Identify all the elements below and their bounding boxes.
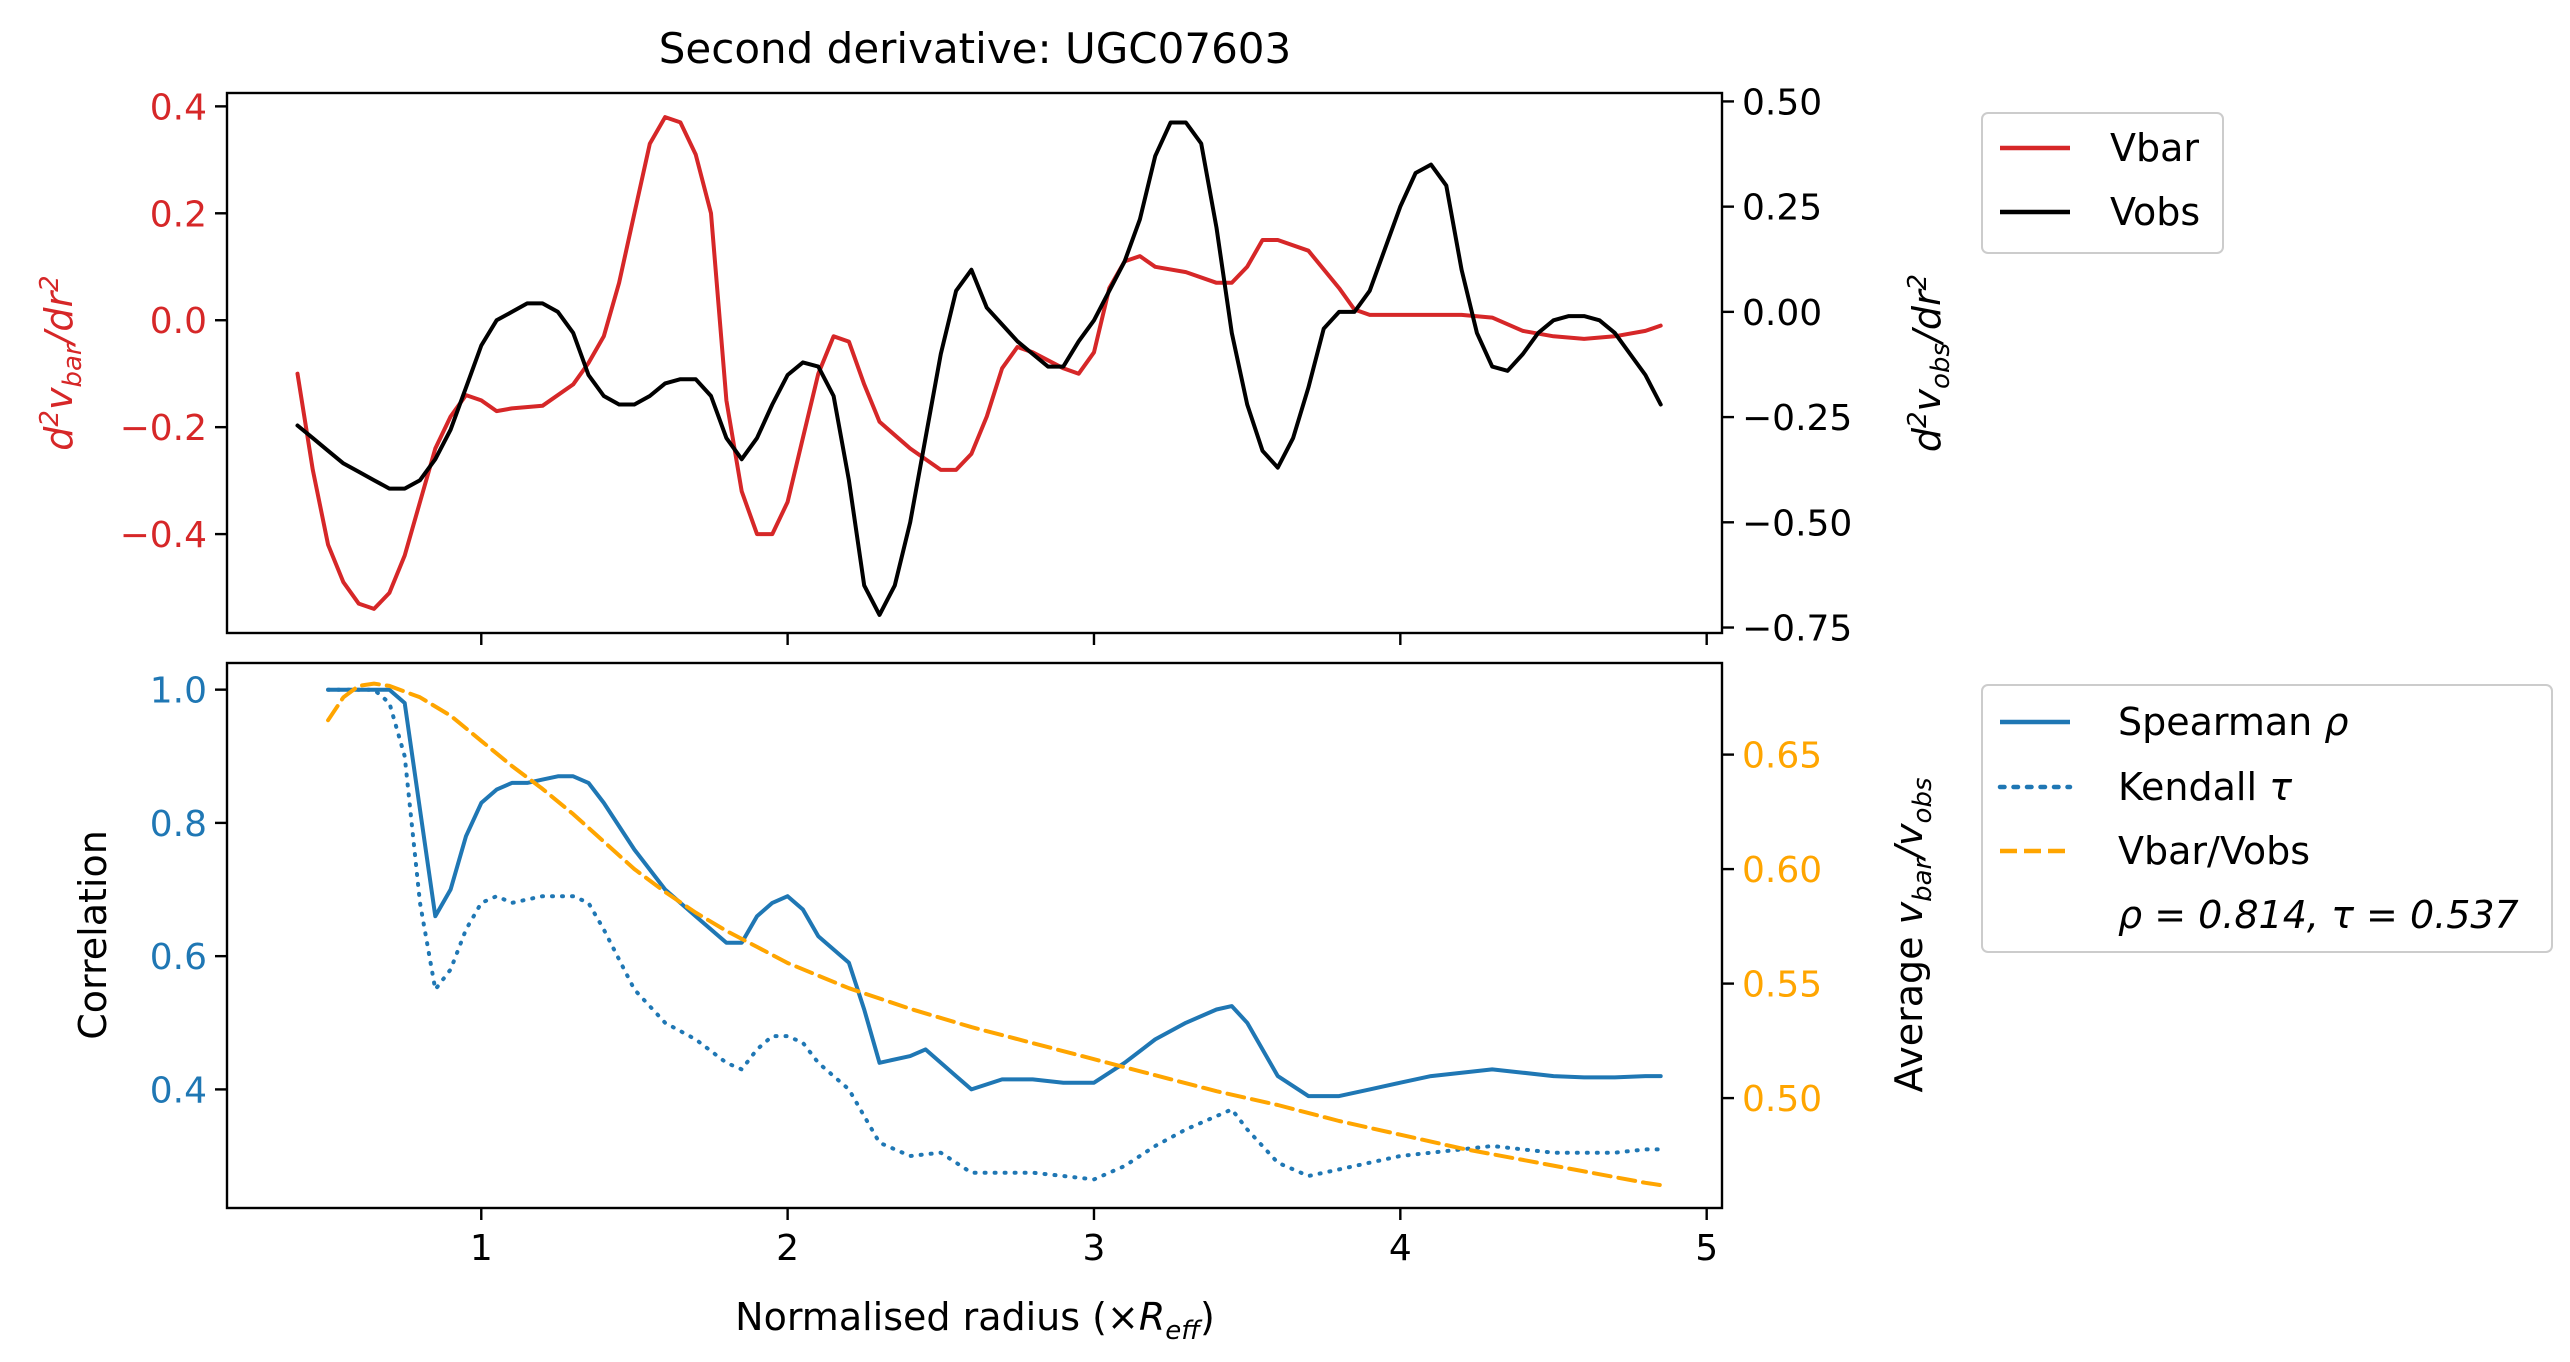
right-tick-label: 0.50 <box>1742 1079 1822 1120</box>
top-left-ticks: −0.4 −0.2 0.0 0.2 0.4 <box>120 87 227 556</box>
bottom-panel: 0.4 0.6 0.8 1.0 0.50 0.55 0.60 0.65 1 2 3 4 5 Corr… <box>71 661 2553 1346</box>
left-tick-label: 0.6 <box>150 937 207 978</box>
legend-label-vobs: Vobs <box>2110 190 2200 234</box>
legend-label-vbar: Vbar <box>2110 126 2199 170</box>
bottom-left-ticks: 0.4 0.6 0.8 1.0 <box>150 671 227 1111</box>
bottom-legend-box <box>1981 684 2553 953</box>
x-tick-label: 5 <box>1695 1228 1718 1269</box>
left-tick-label: −0.4 <box>120 515 207 556</box>
left-tick-label: 0.8 <box>150 804 207 845</box>
legend-label-kendall: Kendall τ <box>2118 765 2293 809</box>
bottom-left-ylabel: Correlation <box>71 830 115 1040</box>
series-line-spearman <box>326 687 1663 1099</box>
x-tick-label: 3 <box>1083 1228 1106 1269</box>
left-tick-label: 0.2 <box>150 194 207 235</box>
bottom-right-ylabel: Average vbar/vobs <box>1887 777 1938 1092</box>
right-tick-label: 0.55 <box>1742 965 1822 1006</box>
top-right-ticks: −0.75 −0.50 −0.25 0.00 0.25 0.50 <box>1722 82 1852 650</box>
legend-label-spearman: Spearman ρ <box>2118 700 2348 744</box>
top-series-lines <box>295 115 1663 617</box>
bottom-x-ticks: 1 2 3 4 5 <box>470 1208 1718 1269</box>
top-axes-frame <box>225 91 1724 635</box>
left-tick-label: −0.2 <box>120 408 207 449</box>
series-line-vbar-vobs <box>326 681 1663 1188</box>
series-line-kendall <box>326 687 1663 1182</box>
bottom-right-ticks: 0.50 0.55 0.60 0.65 <box>1722 736 1822 1120</box>
top-legend: Vbar Vobs <box>1981 112 2224 254</box>
series-line-vobs <box>295 120 1663 617</box>
right-tick-label: 0.25 <box>1742 188 1822 229</box>
right-tick-label: 0.65 <box>1742 736 1822 777</box>
top-panel: −0.4 −0.2 0.0 0.2 0.4 −0.75 −0.50 −0.25 0.00 0.2… <box>35 82 2224 650</box>
bottom-axes-frame <box>225 661 1724 1210</box>
left-tick-label: 1.0 <box>150 671 207 712</box>
bottom-legend: Spearman ρ Kendall τ Vbar/Vobs ρ = 0.814… <box>1981 684 2553 953</box>
legend-annotation: ρ = 0.814, τ = 0.537 <box>2118 893 2519 937</box>
left-tick-label: 0.0 <box>150 301 207 342</box>
x-tick-label: 1 <box>470 1228 493 1269</box>
left-tick-label: 0.4 <box>150 1070 207 1111</box>
chart-title: Second derivative: UGC07603 <box>659 24 1292 73</box>
x-tick-label: 2 <box>776 1228 799 1269</box>
right-tick-label: 0.60 <box>1742 850 1822 891</box>
right-tick-label: −0.75 <box>1742 609 1852 650</box>
right-tick-label: −0.25 <box>1742 398 1852 439</box>
top-x-ticks <box>480 633 1708 645</box>
series-line-vbar <box>295 115 1663 611</box>
x-tick-label: 4 <box>1389 1228 1412 1269</box>
bottom-series-lines <box>326 681 1663 1188</box>
right-tick-label: 0.00 <box>1742 293 1822 334</box>
right-tick-label: 0.50 <box>1742 82 1822 123</box>
bottom-xlabel: Normalised radius (×Reff) <box>735 1295 1215 1346</box>
right-tick-label: −0.50 <box>1742 503 1852 544</box>
legend-label-ratio: Vbar/Vobs <box>2118 829 2310 873</box>
left-tick-label: 0.4 <box>150 87 207 128</box>
